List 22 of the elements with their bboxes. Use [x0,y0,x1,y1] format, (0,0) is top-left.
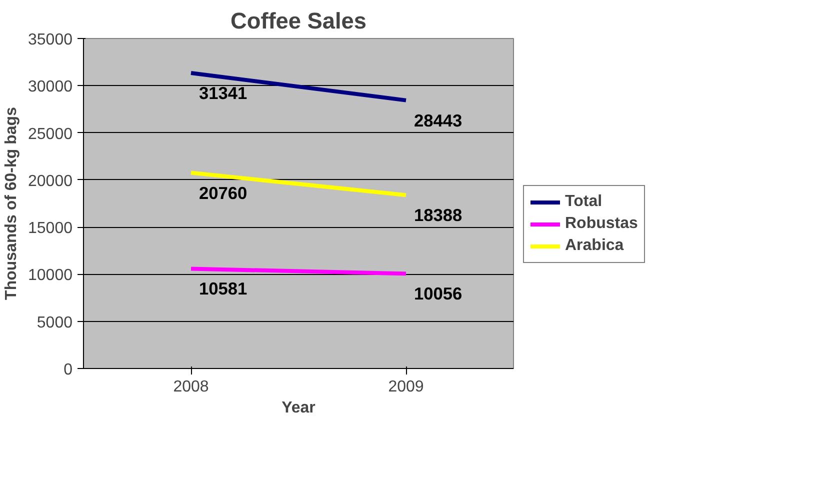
data-label: 18388 [414,205,463,226]
legend-label: Robustas [565,214,638,232]
y-tick-label: 15000 [28,220,73,238]
y-tick-label: 5000 [36,314,73,332]
y-tick-label: 30000 [28,78,73,96]
y-tick-label: 0 [64,362,73,378]
y-tick-label: 10000 [28,267,73,284]
y-tick-label: 25000 [28,126,73,143]
chart-title: Coffee Sales [230,8,367,34]
data-label: 20760 [199,182,248,203]
y-axis-title: Thousands of 60-kg bags [3,106,20,300]
data-label: 10581 [199,278,248,299]
legend-label: Arabica [565,236,624,254]
y-tick-label: 20000 [28,172,73,190]
x-axis-title: Year [282,400,316,416]
data-label: 28443 [414,110,463,130]
x-tick-label: 2008 [173,378,209,396]
data-label: 10056 [414,284,463,304]
data-label: 31341 [199,83,248,103]
x-tick-label: 2009 [388,378,424,396]
y-tick-label: 35000 [28,32,73,48]
legend-label: Total [565,192,602,210]
